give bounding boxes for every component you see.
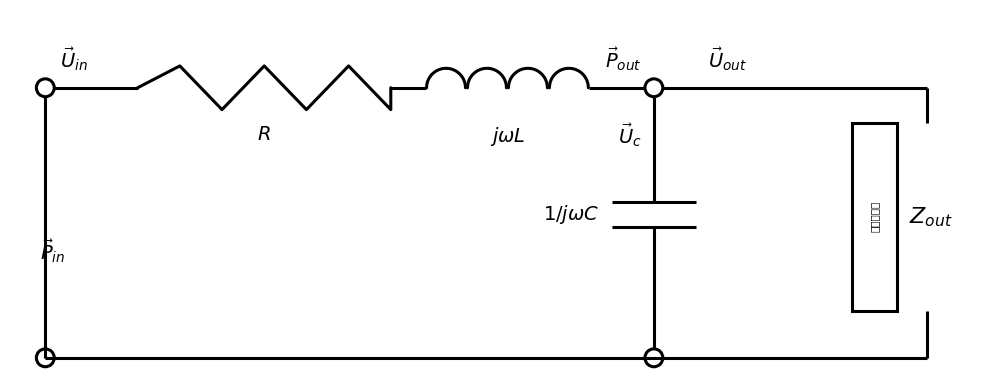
- Text: $\vec{U}_{c}$: $\vec{U}_{c}$: [618, 121, 642, 149]
- Text: $1/j\omega C$: $1/j\omega C$: [543, 203, 599, 226]
- Text: 制冷机负载: 制冷机负载: [870, 201, 880, 233]
- Text: $\vec{U}_{in}$: $\vec{U}_{in}$: [60, 45, 88, 73]
- Text: $R$: $R$: [257, 125, 271, 144]
- Text: $\vec{P}_{out}$: $\vec{P}_{out}$: [605, 45, 642, 73]
- Bar: [852, 123, 897, 311]
- Text: $j\omega L$: $j\omega L$: [490, 125, 525, 149]
- Text: $\vec{U}_{out}$: $\vec{U}_{out}$: [708, 45, 748, 73]
- Text: $Z_{out}$: $Z_{out}$: [909, 205, 953, 229]
- Text: $\vec{P}_{in}$: $\vec{P}_{in}$: [40, 238, 66, 265]
